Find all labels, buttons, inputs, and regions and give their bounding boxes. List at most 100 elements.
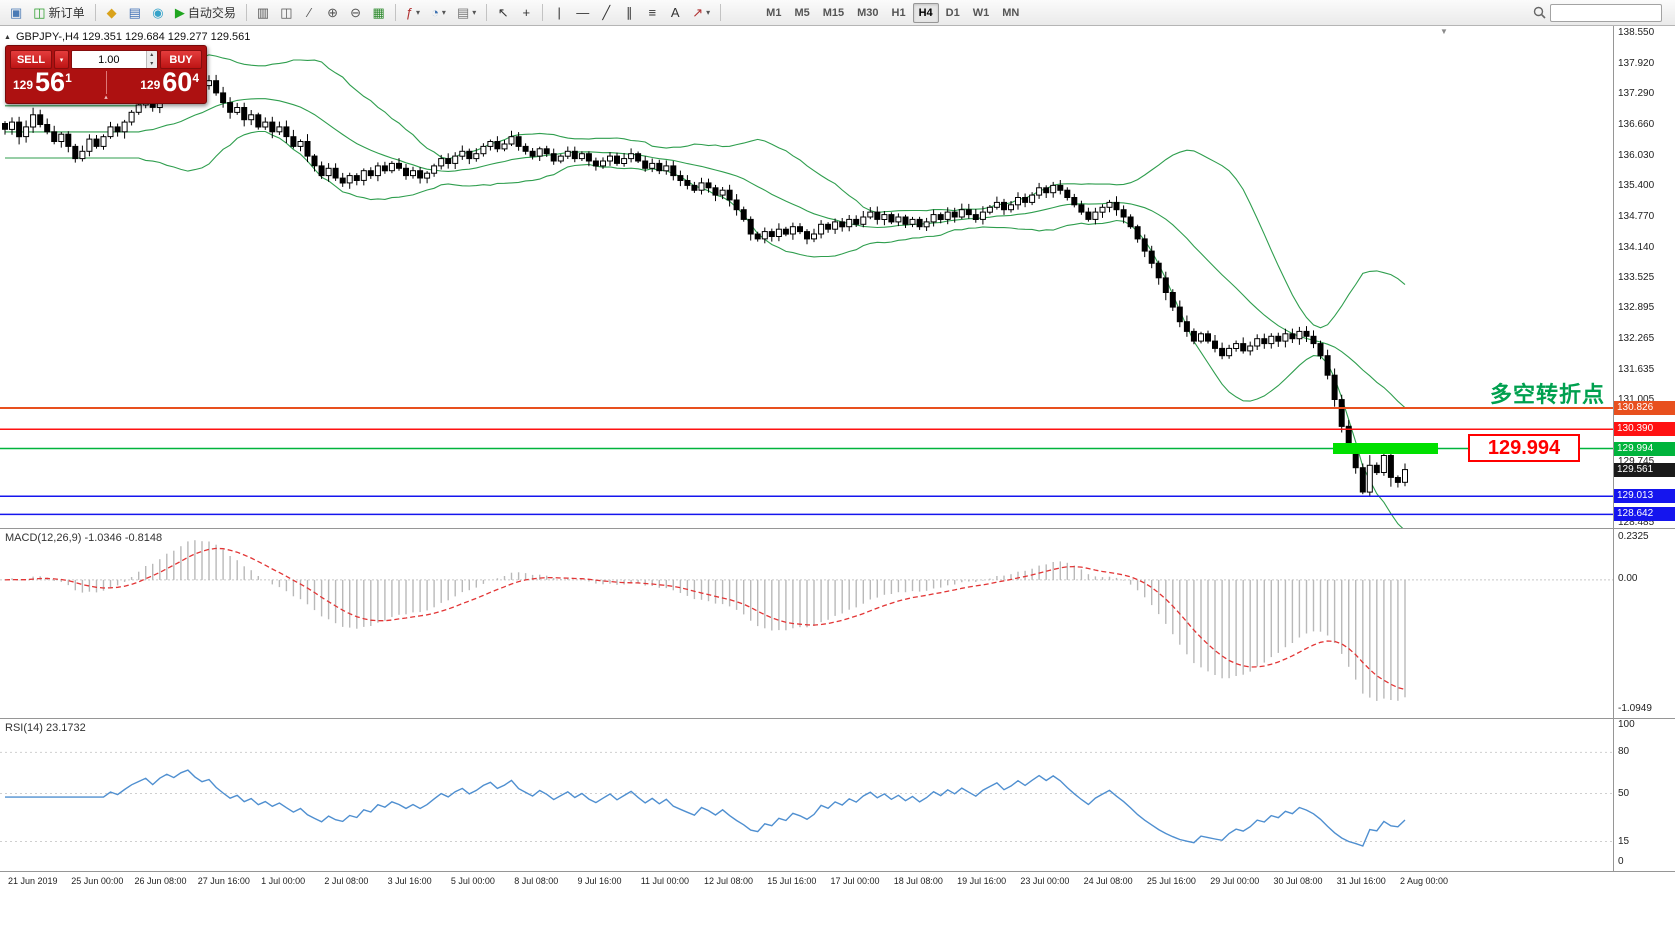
symbol-search-input[interactable]	[1550, 3, 1662, 22]
toolbar: ▣ ◫ 新订单 ◆ ▤ ◉ ▶ 自动交易 ▥ ◫ ∕ ⊕ ⊖ ▦ ƒ ▾ ◔ ▾ ▤ ▾ ↖ + | — ╱ ∥ ≡ A ↗ ▾ M1 M5 M…	[0, 0, 1675, 26]
tile-windows-button[interactable]: ▦	[368, 2, 390, 23]
toolbar-separator	[94, 4, 96, 21]
new-order-button[interactable]: ◫ 新订单	[28, 2, 89, 23]
time-label: 24 Jul 08:00	[1083, 876, 1133, 886]
autotrading-button[interactable]: ▶ 自动交易	[170, 2, 241, 23]
fibonacci-button[interactable]: ≡	[641, 2, 663, 23]
timeframe-m15-button[interactable]: M15	[817, 3, 850, 23]
buy-button[interactable]: BUY	[160, 50, 202, 69]
price-tick: 132.265	[1618, 333, 1655, 344]
timeframe-w1-button[interactable]: W1	[967, 3, 996, 23]
bar-chart-button[interactable]: ▥	[252, 2, 274, 23]
macd-label: MACD(12,26,9) -1.0346 -0.8148	[5, 532, 163, 544]
arrows-icon: ↗	[692, 5, 704, 20]
price-tag-129.561[interactable]: 129.561	[1614, 462, 1675, 477]
navigator-button[interactable]: ◉	[147, 2, 169, 23]
equidistant-channel-button[interactable]: ∥	[618, 2, 640, 23]
time-label: 26 Jun 08:00	[134, 876, 187, 886]
vertical-line-icon: |	[557, 5, 561, 20]
time-label: 23 Jul 00:00	[1020, 876, 1070, 886]
price-tick: 134.770	[1618, 211, 1655, 222]
price-tag-130.826[interactable]: 130.826	[1614, 401, 1675, 415]
timeframe-m30-button[interactable]: M30	[851, 3, 884, 23]
new-order-icon: ◫	[33, 5, 46, 20]
volume-input[interactable]	[72, 51, 146, 68]
price-tag-129.994[interactable]: 129.994	[1614, 441, 1675, 456]
time-label: 31 Jul 16:00	[1336, 876, 1386, 886]
cursor-button[interactable]: ↖	[492, 2, 514, 23]
timeframe-h4-button[interactable]: H4	[912, 2, 939, 23]
time-label: 17 Jul 00:00	[830, 876, 880, 886]
timeframe-d1-button[interactable]: D1	[940, 3, 966, 23]
time-label: 15 Jul 16:00	[767, 876, 817, 886]
zoom-in-button[interactable]: ⊕	[322, 2, 344, 23]
timeframe-m5-button[interactable]: M5	[788, 3, 815, 23]
trendline-icon: ╱	[602, 5, 611, 20]
macd-panel[interactable]: MACD(12,26,9) -1.0346 -0.8148	[0, 528, 1613, 718]
sell-price-display[interactable]: 129 56 1	[13, 67, 72, 97]
toolbar-separator	[486, 4, 488, 21]
volume-increase-button[interactable]: ▴	[146, 51, 157, 60]
timeframe-h1-button[interactable]: H1	[886, 3, 912, 23]
macd-tick: -1.0949	[1618, 703, 1652, 714]
text-button[interactable]: A	[664, 2, 686, 23]
price-tick: 128.485	[1618, 517, 1655, 528]
rsi-panel[interactable]: RSI(14) 23.1732	[0, 718, 1613, 871]
toolbar-separator	[245, 4, 247, 21]
market-watch-icon: ▤	[128, 5, 141, 20]
price-callout-label[interactable]: 129.994	[1468, 434, 1580, 462]
fibonacci-icon: ≡	[648, 5, 657, 20]
trade-options-caret-icon[interactable]: ▾	[54, 50, 69, 69]
periods-button[interactable]: ◔ ▾	[426, 2, 451, 23]
arrows-button[interactable]: ↗ ▾	[687, 2, 715, 23]
sell-button[interactable]: SELL	[10, 50, 52, 69]
time-label: 9 Jul 16:00	[577, 876, 622, 886]
zoom-out-button[interactable]: ⊖	[345, 2, 367, 23]
timeframe-mn-button[interactable]: MN	[996, 3, 1025, 23]
price-axis[interactable]: 138.550 137.920 137.290 136.660 136.030 135.4…	[1613, 26, 1675, 871]
vertical-line-button[interactable]: |	[548, 2, 570, 23]
candlestick-chart[interactable]	[0, 26, 1613, 528]
indicators-button[interactable]: ƒ ▾	[401, 2, 425, 23]
market-watch-button[interactable]: ▤	[124, 2, 146, 23]
time-axis[interactable]: 21 Jun 2019 25 Jun 00:00 26 Jun 08:00 27 Ju…	[0, 871, 1675, 949]
candlestick-chart-button[interactable]: ◫	[275, 2, 297, 23]
price-tag-129.013[interactable]: 129.013	[1614, 489, 1675, 504]
templates-button[interactable]: ▤ ▾	[452, 2, 481, 23]
price-tick: 131.635	[1618, 363, 1655, 375]
cursor-icon: ↖	[497, 5, 509, 20]
price-tag-128.642[interactable]: 128.642	[1614, 507, 1675, 522]
time-label: 2 Aug 00:00	[1400, 876, 1449, 886]
timeframe-m1-button[interactable]: M1	[760, 3, 787, 23]
chart-window-button[interactable]: ▣	[5, 2, 27, 23]
toolbar-separator	[720, 4, 722, 21]
new-order-button-label: 新订单	[48, 6, 85, 20]
trendline-button[interactable]: ╱	[595, 2, 617, 23]
horizontal-line-icon: —	[576, 5, 590, 20]
time-label: 2 Jul 08:00	[324, 876, 369, 886]
timeframe-group: M1 M5 M15 M30 H1 H4 D1 W1 MN	[760, 2, 1025, 23]
toolbar-separator	[542, 4, 544, 21]
axis-separator	[1614, 718, 1675, 719]
volume-decrease-button[interactable]: ▾	[146, 59, 157, 68]
buy-price-display[interactable]: 129 60 4	[140, 67, 199, 97]
chart-window-icon: ▣	[10, 5, 23, 20]
main-chart-panel[interactable]	[0, 26, 1613, 528]
chevron-down-icon: ▾	[441, 8, 446, 17]
trade-panel-collapse-icon[interactable]: ▴	[104, 93, 108, 101]
highlight-zone[interactable]	[1333, 443, 1438, 454]
annotation-text: 多空转折点	[1489, 382, 1605, 407]
horizontal-line-button[interactable]: —	[571, 2, 594, 23]
price-tag-130.390[interactable]: 130.390	[1614, 422, 1675, 437]
chart-shift-marker-icon[interactable]: ▼	[1440, 27, 1448, 36]
metaeditor-button[interactable]: ◆	[101, 2, 123, 23]
crosshair-button[interactable]: +	[515, 2, 537, 23]
line-chart-button[interactable]: ∕	[299, 2, 321, 23]
price-tick: 137.920	[1618, 57, 1655, 69]
rsi-tick: 100	[1618, 719, 1635, 730]
time-label: 29 Jul 00:00	[1210, 876, 1260, 886]
candlestick-chart-icon: ◫	[280, 5, 293, 20]
rsi-tick: 0	[1618, 856, 1624, 867]
collapse-icon[interactable]: ▲	[4, 33, 11, 41]
text-icon: A	[670, 5, 680, 20]
